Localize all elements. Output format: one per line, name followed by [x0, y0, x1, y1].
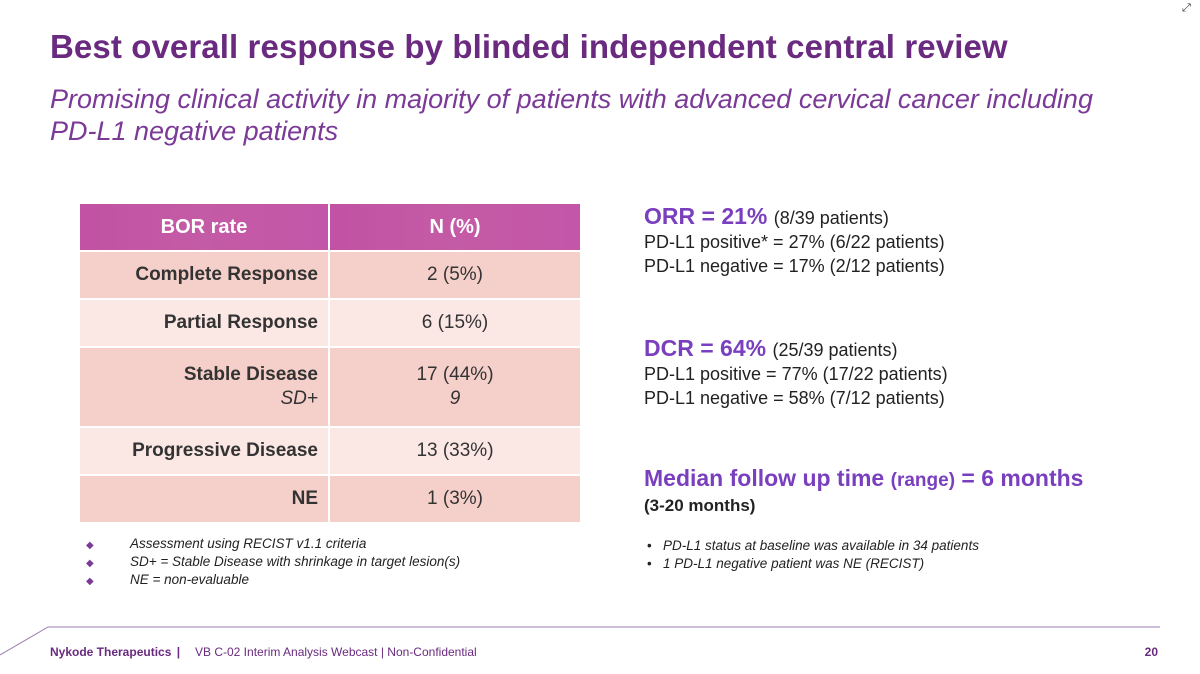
footer-divider [0, 626, 1160, 656]
dcr-block: DCR = 64% (25/39 patients) PD-L1 positiv… [644, 335, 948, 410]
footnote-text: SD+ = Stable Disease with shrinkage in t… [130, 554, 461, 569]
footnote-text: NE = non-evaluable [130, 572, 249, 587]
column-header-bor-rate: BOR rate [80, 204, 330, 251]
orr-heading: ORR = 21% (8/39 patients) [644, 203, 945, 230]
table-row: Partial Response 6 (15%) [80, 298, 580, 347]
footnote-item: ◆ SD+ = Stable Disease with shrinkage in … [86, 553, 460, 571]
footnotes-right: • PD-L1 status at baseline was available … [647, 537, 979, 573]
row-value: 2 (5%) [329, 250, 580, 299]
footnote-item: ◆ Assessment using RECIST v1.1 criteria [86, 535, 460, 553]
column-header-n-percent: N (%) [329, 204, 580, 251]
median-block: Median follow up time (range) = 6 months… [644, 465, 1083, 516]
table-row: NE 1 (3%) [80, 474, 580, 522]
footnote-text: PD-L1 status at baseline was available i… [663, 538, 979, 553]
footnote-item: ◆ NE = non-evaluable [86, 571, 460, 589]
row-label: Progressive Disease [80, 426, 330, 475]
orr-line: PD-L1 positive* = 27% (6/22 patients) [644, 232, 945, 252]
row-label: Complete Response [80, 250, 330, 299]
dcr-line: PD-L1 positive = 77% (17/22 patients) [644, 364, 948, 384]
table-row: Progressive Disease 13 (33%) [80, 426, 580, 475]
footnote-text: Assessment using RECIST v1.1 criteria [130, 536, 367, 551]
orr-count: (8/39 patients) [773, 208, 889, 228]
diamond-bullet-icon: ◆ [86, 540, 94, 551]
orr-line: PD-L1 negative = 17% (2/12 patients) [644, 256, 945, 276]
bor-table: BOR rate N (%) Complete Response 2 (5%) … [80, 204, 580, 522]
row-value: 1 (3%) [329, 474, 580, 522]
footnote-item: • PD-L1 status at baseline was available … [647, 537, 979, 555]
orr-block: ORR = 21% (8/39 patients) PD-L1 positive… [644, 203, 945, 278]
median-range-label: (range) [890, 470, 956, 491]
row-label: NE [80, 474, 330, 522]
row-value: 17 (44%) [416, 364, 494, 385]
slide-title: Best overall response by blinded indepen… [50, 28, 1008, 65]
median-heading: Median follow up time (range) = 6 months [644, 465, 1083, 492]
row-sub-value: 9 [449, 388, 461, 409]
dcr-count: (25/39 patients) [772, 340, 898, 360]
footnote-text: 1 PD-L1 negative patient was NE (RECIST) [663, 556, 925, 571]
footer-company-group: Nykode Therapeutics | [50, 645, 180, 659]
footnote-item: • 1 PD-L1 negative patient was NE (RECIST… [647, 555, 979, 573]
footer-separator: | [176, 645, 181, 659]
bullet-icon: • [647, 538, 652, 553]
row-value: 6 (15%) [329, 298, 580, 347]
table-row: Complete Response 2 (5%) [80, 250, 580, 299]
row-label: Partial Response [80, 298, 330, 347]
row-label: Stable Disease [183, 364, 318, 385]
table-row: Stable Disease SD+ 17 (44%) 9 [80, 346, 580, 427]
orr-value: ORR = 21% [644, 203, 768, 229]
footer-text: VB C-02 Interim Analysis Webcast | Non-C… [195, 645, 477, 659]
median-range: (3-20 months) [644, 496, 756, 515]
slide-subtitle: Promising clinical activity in majority … [50, 84, 1093, 146]
row-value-group: 17 (44%) 9 [329, 346, 580, 427]
median-label: Median follow up time [644, 465, 885, 491]
expand-icon[interactable]: ⤢ [1182, 2, 1191, 14]
bullet-icon: • [647, 556, 652, 571]
table-header-row: BOR rate N (%) [80, 204, 580, 251]
dcr-heading: DCR = 64% (25/39 patients) [644, 335, 948, 362]
median-value: = 6 months [961, 465, 1084, 491]
row-value: 13 (33%) [329, 426, 580, 475]
dcr-line: PD-L1 negative = 58% (7/12 patients) [644, 388, 945, 408]
footer-company: Nykode Therapeutics [50, 645, 172, 659]
row-label-group: Stable Disease SD+ [80, 346, 330, 427]
diamond-bullet-icon: ◆ [86, 558, 94, 569]
page-number: 20 [1144, 645, 1158, 659]
diamond-bullet-icon: ◆ [86, 576, 94, 587]
row-sub-label: SD+ [280, 388, 319, 409]
dcr-value: DCR = 64% [644, 335, 767, 361]
footnotes-left: ◆ Assessment using RECIST v1.1 criteria ◆… [86, 535, 460, 589]
